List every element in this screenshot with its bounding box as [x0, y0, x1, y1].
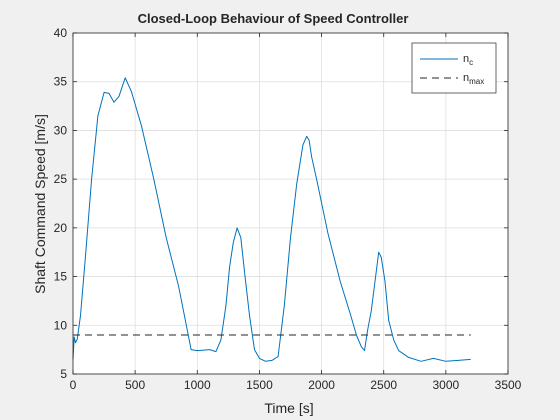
y-tick-label: 5: [60, 367, 67, 381]
series-line-n-c: [72, 77, 471, 362]
legend-box: [411, 42, 497, 94]
x-tick-label: 2000: [308, 378, 335, 392]
tick-marks-and-labels: 0 500 1000 1500 2000 2500 3000 3500 5 10 15 20 25 30 3…: [54, 26, 522, 392]
x-tick-label: 0: [70, 378, 77, 392]
x-tick-label: 500: [125, 378, 145, 392]
data-series-layer: [72, 77, 471, 362]
y-tick-label: 10: [54, 318, 68, 332]
y-tick-label: 15: [54, 270, 68, 284]
legend: nc nmax: [411, 42, 497, 94]
y-tick-label: 35: [54, 75, 68, 89]
y-axis-label: Shaft Command Speed [m/s]: [32, 114, 48, 294]
x-tick-label: 1500: [246, 378, 273, 392]
y-tick-label: 20: [54, 221, 68, 235]
axes-frame: [72, 32, 509, 375]
x-tick-label: 3500: [495, 378, 522, 392]
y-tick-label: 25: [54, 172, 68, 186]
y-tick-label: 30: [54, 123, 68, 137]
x-tick-label: 3000: [433, 378, 460, 392]
x-axis-label: Time [s]: [264, 400, 313, 416]
y-tick-label: 40: [54, 26, 68, 40]
x-tick-label: 2500: [370, 378, 397, 392]
x-tick-label: 1000: [184, 378, 211, 392]
chart-title: Closed-Loop Behaviour of Speed Controlle…: [138, 11, 409, 26]
legend-label-nmax: nmax: [463, 72, 484, 86]
legend-label-nc: nc: [463, 53, 473, 67]
